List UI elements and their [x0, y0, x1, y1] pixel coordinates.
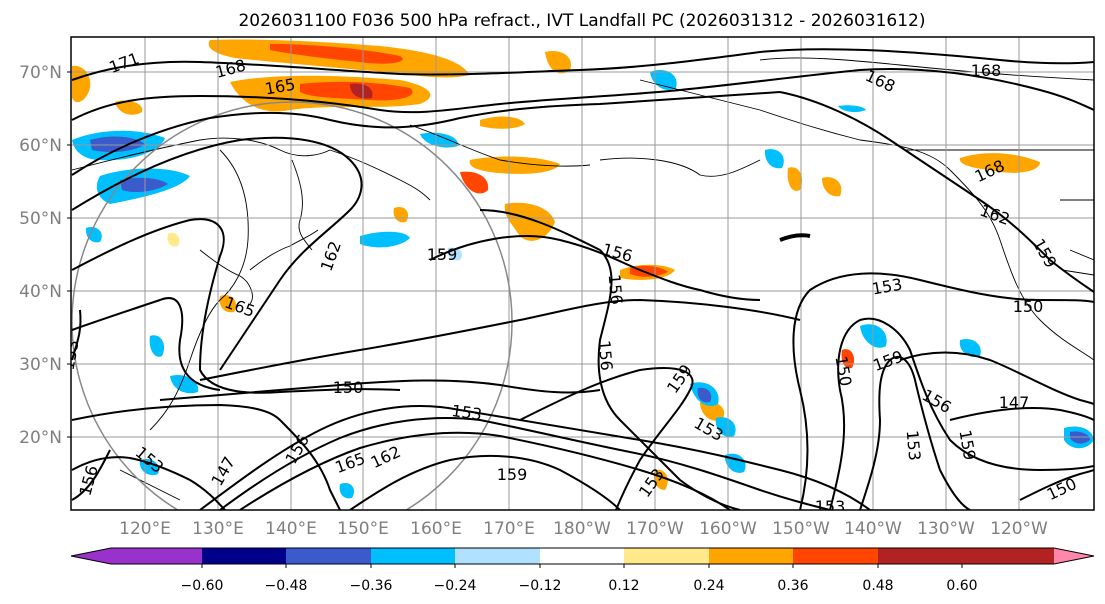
lon-label: 120°W [990, 519, 1048, 539]
shade-orange [787, 167, 803, 191]
colorbar-outline [70, 547, 1095, 565]
shade-orange [115, 100, 143, 115]
lon-label: 170°W [626, 519, 684, 539]
shade-red [630, 265, 668, 277]
colorbar-cell [540, 548, 624, 564]
shade-blue [420, 132, 459, 148]
lon-label: 130°E [192, 519, 244, 539]
shade-blue [959, 338, 981, 358]
lat-label: 70°N [19, 63, 62, 83]
shade-orange [700, 401, 725, 421]
colorbar-cell [624, 548, 709, 564]
colorbar-cell [111, 548, 202, 564]
shade-blue [339, 482, 355, 499]
colorbar-cell [371, 548, 455, 564]
contour-label: 153 [59, 338, 83, 371]
contour-label: 150 [333, 378, 364, 397]
colorbar-ticks: −0.60 −0.48 −0.36 −0.24 −0.12 0.12 0.24 … [181, 578, 978, 594]
shade-medblue [120, 177, 168, 192]
lon-label: 160°W [699, 519, 757, 539]
contour-label: 153 [903, 429, 925, 461]
colorbar-cell [455, 548, 540, 564]
map-frame [70, 36, 1095, 511]
lat-label: 60°N [19, 136, 62, 156]
lon-label: 170°E [483, 519, 535, 539]
contour-label: 153 [450, 401, 483, 424]
shade-orange [393, 206, 409, 223]
shade-blue [85, 226, 102, 243]
shade-orange [504, 202, 555, 241]
shade-yellow [167, 232, 180, 247]
lon-label: 180°W [553, 519, 611, 539]
colorbar-cell [202, 548, 286, 564]
colorbar-tick-label: −0.12 [519, 578, 562, 594]
colorbar-extend-low [71, 548, 111, 564]
shade-medblue [697, 387, 712, 403]
colorbar-cell [878, 548, 1054, 564]
lon-label: 140°E [265, 519, 317, 539]
colorbar-cell [709, 548, 793, 564]
colorbar-tick-label: −0.36 [350, 578, 393, 594]
shade-medblue [90, 136, 145, 152]
contour-label: 156 [605, 273, 627, 305]
shade-blue [149, 335, 165, 357]
colorbar-tick-label: −0.24 [434, 578, 477, 594]
contour-label: 147 [999, 393, 1030, 412]
shade-red [460, 171, 489, 194]
shade-darkred [350, 83, 373, 99]
contour-label: 168 [971, 61, 1002, 80]
contour-label: 159 [497, 465, 528, 484]
shade-orange [480, 116, 525, 129]
lat-label: 30°N [19, 355, 62, 375]
shade-blue [715, 417, 736, 437]
lon-label: 160°E [410, 519, 462, 539]
colorbar-tick-label: 0.12 [608, 578, 639, 594]
lon-label: 150°E [337, 519, 389, 539]
colorbar-tick-label: 0.48 [862, 578, 893, 594]
lat-label: 20°N [19, 428, 62, 448]
graticule [71, 37, 1094, 510]
lon-label: 120°E [119, 519, 171, 539]
colorbar-tick-label: 0.36 [777, 578, 808, 594]
colorbar-cells [70, 547, 1095, 568]
shade-orange [959, 153, 1040, 173]
shade-orange [545, 50, 571, 74]
colorbar-cell [286, 548, 371, 564]
colorbar-tick-label: −0.48 [265, 578, 308, 594]
refractivity-contours [71, 48, 1094, 510]
map-area: 171 168 165 168 168 168 162 159 162 165 … [59, 37, 1094, 516]
map-title: 2026031100 F036 500 hPa refract., IVT La… [238, 11, 925, 31]
lon-label: 150°W [772, 519, 830, 539]
shade-orange [469, 156, 560, 174]
shade-blue [764, 149, 784, 169]
shade-orange [822, 177, 842, 197]
lat-label: 50°N [19, 209, 62, 229]
contour-label: 159 [427, 245, 458, 264]
lat-label: 40°N [19, 282, 62, 302]
coastlines [71, 57, 1094, 501]
longitude-labels: 120°E 130°E 140°E 150°E 160°E 170°E 180°… [119, 519, 1048, 539]
lon-label: 130°W [917, 519, 975, 539]
colorbar-tick-label: 0.24 [693, 578, 724, 594]
colorbar-cell [793, 548, 878, 564]
shade-orange [219, 295, 237, 313]
shade-blue [360, 231, 410, 248]
colorbar-tick-label: −0.60 [181, 578, 224, 594]
shade-blue [838, 105, 866, 113]
colorbar: −0.60 −0.48 −0.36 −0.24 −0.12 0.12 0.24 … [70, 547, 1095, 594]
contour-label: 153 [815, 497, 846, 516]
shade-blue [650, 69, 677, 91]
shade-red [270, 44, 403, 64]
lon-label: 140°W [844, 519, 902, 539]
latitude-labels: 70°N 60°N 50°N 40°N 30°N 20°N [19, 63, 62, 448]
shade-medblue [1070, 431, 1090, 444]
contour-label: 156 [595, 339, 617, 371]
axis-ticks [67, 71, 71, 438]
colorbar-tick-label: 0.60 [946, 578, 977, 594]
colorbar-extend-high [1054, 548, 1094, 564]
contour-label: 150 [1013, 297, 1044, 316]
